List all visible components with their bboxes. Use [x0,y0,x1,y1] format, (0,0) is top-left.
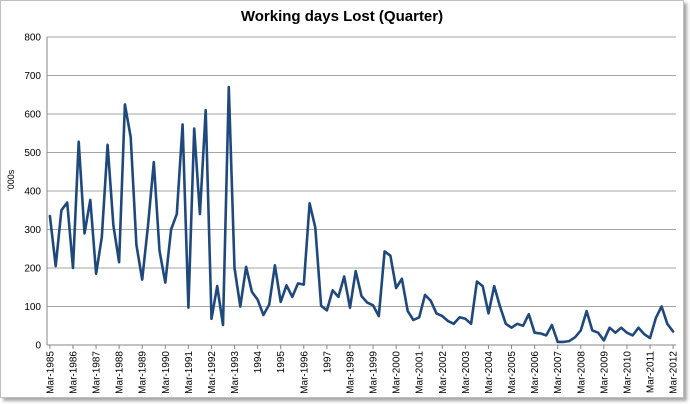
series-line [48,85,675,344]
y-tick-label: 800 [24,33,41,44]
x-tick-label: Mar-2009 [599,351,610,394]
chart-frame [0,0,684,398]
x-tick-label: Mar-2003 [461,351,472,394]
y-tick-labels: 0 100 200 300 400 500 600 700 800 [24,33,41,352]
x-tick-label: Mar-1999 [369,351,380,394]
x-tick-label: 1995 [276,351,287,374]
x-tick-label: Mar-1992 [207,351,218,394]
y-tick-label: 300 [24,225,41,236]
x-tick-label: Mar-1986 [68,351,79,394]
x-tick-labels: Mar-1985 Mar-1986 Mar-1987 Mar-1988 Mar-1989… [45,345,680,394]
y-tick-label: 200 [24,264,41,275]
x-tick-label: Mar-1993 [230,351,241,394]
x-tick-label: Mar-2005 [507,351,518,394]
x-tick-label: Mar-2011 [646,351,657,393]
x-tick-label: Mar-2002 [438,351,449,394]
x-tick-label: 1994 [253,351,264,374]
x-tick-label: 1997 [322,351,333,374]
y-tick-label: 0 [35,341,41,352]
y-tick-label: 700 [24,71,41,82]
y-tick-label: 100 [24,302,41,313]
x-tick-label: Mar-2006 [530,351,541,394]
y-tick-label: 500 [24,148,41,159]
x-tick-label: Mar-2012 [669,351,680,394]
x-tick-label: Mar-1990 [161,351,172,394]
x-tick-label: Mar-2008 [576,351,587,394]
x-tick-label: Mar-1988 [115,351,126,394]
x-tick-label: Mar-1998 [345,351,356,394]
y-tick-label: 600 [24,110,41,121]
x-tick-label: Mar-1985 [45,351,56,394]
y-tick-label: 400 [24,187,41,198]
x-tick-label: Mar-1991 [184,351,195,394]
x-tick-label: Mar-1987 [92,351,103,394]
x-tick-label: Mar-2000 [392,351,403,394]
x-tick-label: Mar-2004 [484,351,495,394]
x-tick-label: Mar-2007 [553,351,564,394]
chart-title: Working days Lost (Quarter) [240,8,444,25]
x-tick-label: Mar-1996 [299,351,310,394]
x-tick-label: Mar-2001 [415,351,426,394]
x-tick-label: Mar-2010 [622,351,633,394]
gridlines [47,36,676,307]
x-tick-label: Mar-1989 [138,351,149,394]
